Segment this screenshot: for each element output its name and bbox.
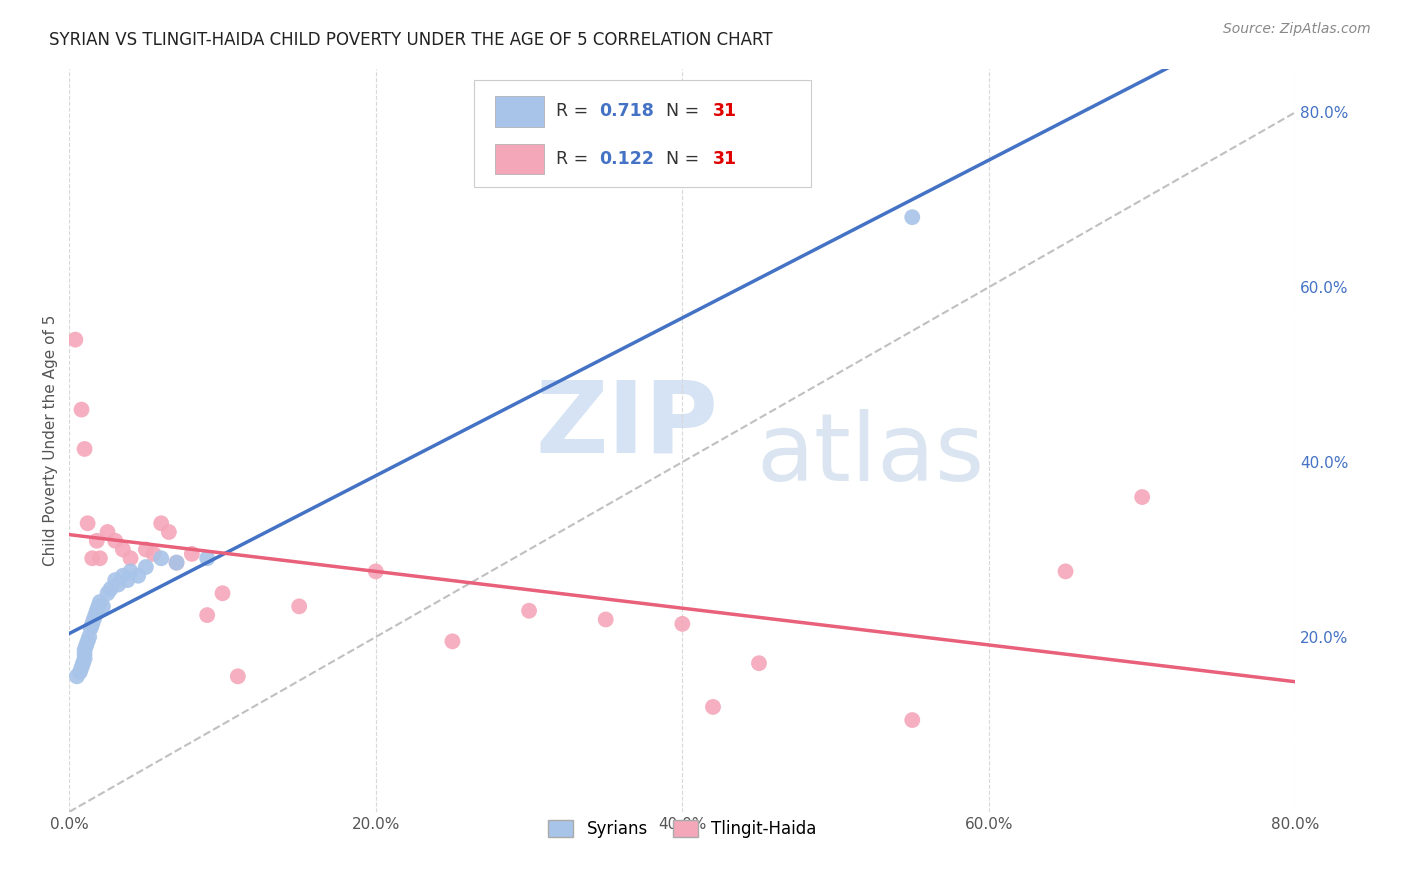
Y-axis label: Child Poverty Under the Age of 5: Child Poverty Under the Age of 5 [44,315,58,566]
Point [166,556,188,570]
Point [180,547,202,561]
Point [157,524,180,539]
Point [135,542,157,557]
Point [82,551,104,566]
Point [96,586,118,600]
Point [89,595,111,609]
FancyBboxPatch shape [495,96,544,127]
Point [75,639,97,653]
Point [76,634,98,648]
Point [150,551,173,566]
Point [107,577,129,591]
Point [671,616,693,631]
Point [117,573,139,587]
Point [111,568,134,582]
Point [104,573,127,587]
Point [111,542,134,557]
Point [73,648,96,662]
Point [91,599,114,614]
Point [82,616,104,631]
Point [73,442,96,456]
Text: R =: R = [555,103,593,120]
Point [84,608,107,623]
Point [72,657,94,671]
Point [73,643,96,657]
Point [748,657,770,671]
Point [211,586,233,600]
Point [73,652,96,666]
Point [104,533,127,548]
Point [288,599,311,614]
Point [70,402,93,417]
Text: 31: 31 [713,150,737,168]
Point [70,660,93,674]
Point [150,516,173,531]
Point [86,604,108,618]
Point [441,634,464,648]
Point [120,551,142,566]
Text: 0.718: 0.718 [599,103,654,120]
Point [901,713,924,727]
Point [69,665,91,679]
Point [127,568,149,582]
Point [66,669,89,683]
Legend: Syrians, Tlingit-Haida: Syrians, Tlingit-Haida [541,813,823,845]
Point [1130,490,1153,504]
Point [166,556,188,570]
Point [364,565,387,579]
Point [226,669,249,683]
Point [80,621,103,635]
Point [83,612,105,626]
Point [142,547,165,561]
Point [100,582,122,596]
Text: SYRIAN VS TLINGIT-HAIDA CHILD POVERTY UNDER THE AGE OF 5 CORRELATION CHART: SYRIAN VS TLINGIT-HAIDA CHILD POVERTY UN… [49,31,773,49]
Point [135,560,157,574]
Point [76,516,98,531]
Point [77,630,100,644]
Text: R =: R = [555,150,593,168]
FancyBboxPatch shape [474,79,811,187]
Text: 0.122: 0.122 [599,150,654,168]
Text: N =: N = [666,103,706,120]
Text: atlas: atlas [756,409,984,501]
Point [89,551,111,566]
Point [595,612,617,626]
Point [702,700,724,714]
Point [65,333,87,347]
Point [120,565,142,579]
Text: Source: ZipAtlas.com: Source: ZipAtlas.com [1223,22,1371,37]
Text: 31: 31 [713,103,737,120]
Point [86,533,108,548]
Point [1054,565,1077,579]
Point [195,608,218,623]
Point [96,524,118,539]
Text: N =: N = [666,150,706,168]
FancyBboxPatch shape [495,144,544,174]
Point [517,604,540,618]
Point [87,599,110,614]
Text: ZIP: ZIP [536,376,718,474]
Point [901,210,924,224]
Point [195,551,218,566]
